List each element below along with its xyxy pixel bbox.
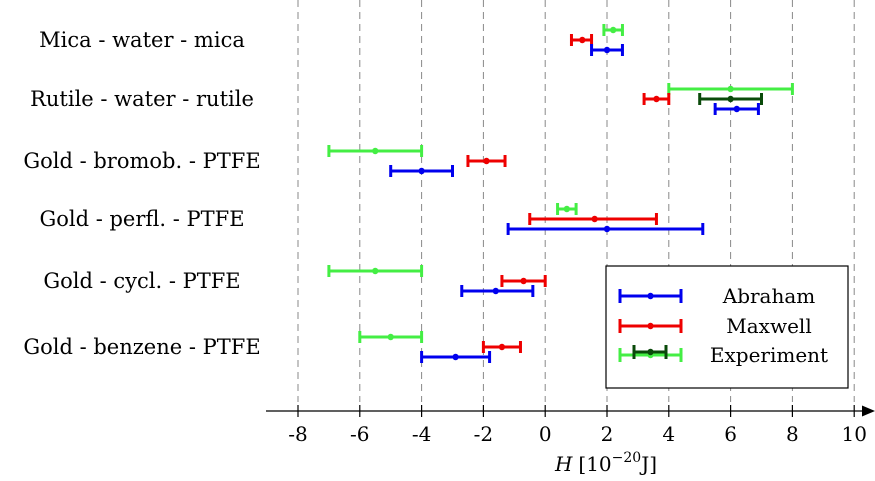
series-0-cat-5-point [452,353,459,361]
category-label-4: Gold - cycl. - PTFE [43,269,240,293]
category-label-1: Rutile - water - rutile [30,87,254,111]
x-axis [266,405,875,417]
legend-marker-1 [618,319,683,333]
x-tick-label-7: 6 [724,422,737,446]
series-1-cat-3 [528,213,658,225]
x-tick-label-6: 4 [662,422,675,446]
series-2-cat-5-point [387,333,394,341]
series-1-cat-2-point [483,157,490,165]
x-tick-label-9: 10 [841,422,866,446]
series-0-cat-5 [420,351,492,363]
legend: Abraham Maxwell Experiment [605,265,849,389]
series-0-cat-0-point [603,46,611,54]
series-0-cat-4-point [492,287,499,295]
series-1-cat-4 [500,275,547,287]
series-1-cat-2 [466,155,507,167]
x-tick-label-3: -2 [474,422,493,446]
legend-label-2: Experiment [710,343,828,367]
series-1-cat-1 [642,93,671,105]
series-0-cat-2-point [418,167,425,175]
series-2-cat-2-point [372,147,379,155]
series-1-cat-0 [569,34,594,46]
series-1-cat-1-point [653,95,660,103]
series-0-cat-3-point [603,225,611,233]
series-1-cat-0-point [579,36,586,44]
category-labels: Mica - water - mica Rutile - water - ruti… [23,28,260,359]
error-bars [327,24,794,363]
x-tick-label-1: -6 [350,422,369,446]
series-2-cat-1-point [727,85,734,93]
series-0-cat-3 [506,223,705,235]
category-label-0: Mica - water - mica [39,28,245,52]
series-0-cat-0 [590,44,624,56]
x-axis-title: H [10−20J] [554,450,657,476]
series-1-cat-5 [481,341,522,353]
series-2-cat-4 [327,265,424,277]
x-tick-label-0: -8 [288,422,307,446]
series-0-cat-1-point [733,105,740,113]
legend-marker-0 [618,289,683,303]
series-2-cat-0 [602,24,624,36]
series-0-cat-2 [389,165,454,177]
series-0-cat-1 [713,103,760,115]
series-2-cat-2 [327,145,424,157]
series-1-cat-5-point [498,343,506,351]
legend-label-0: Abraham [722,284,816,308]
series-2-cat-0-point [609,26,617,34]
x-tick-label-5: 2 [601,422,614,446]
category-label-3: Gold - perfl. - PTFE [39,207,244,231]
series-1-cat-3-point [591,215,598,223]
series-2-cat-3-point [563,205,571,213]
x-tick-label-4: 0 [539,422,552,446]
series-3-cat-1 [698,93,763,105]
legend-marker-3-point [647,348,654,356]
series-1-cat-4-point [520,277,527,285]
series-2-cat-3 [556,203,578,215]
legend-marker-3 [632,345,668,359]
x-tick-label-8: 8 [786,422,799,446]
x-tick-label-2: -4 [412,422,431,446]
series-0-cat-4 [460,285,535,297]
series-2-cat-4-point [372,267,379,275]
category-label-2: Gold - bromob. - PTFE [23,149,260,173]
legend-marker-1-point [647,322,654,330]
x-axis-arrowhead [862,405,875,417]
series-3-cat-1-point [727,95,734,103]
grid-lines [297,0,855,402]
legend-marker-0-point [647,292,654,300]
x-tick-labels: -8 -6 -4 -2 0 2 4 6 8 10 [288,405,867,446]
series-2-cat-5 [358,331,424,343]
category-label-5: Gold - benzene - PTFE [23,335,260,359]
legend-label-1: Maxwell [726,314,811,338]
